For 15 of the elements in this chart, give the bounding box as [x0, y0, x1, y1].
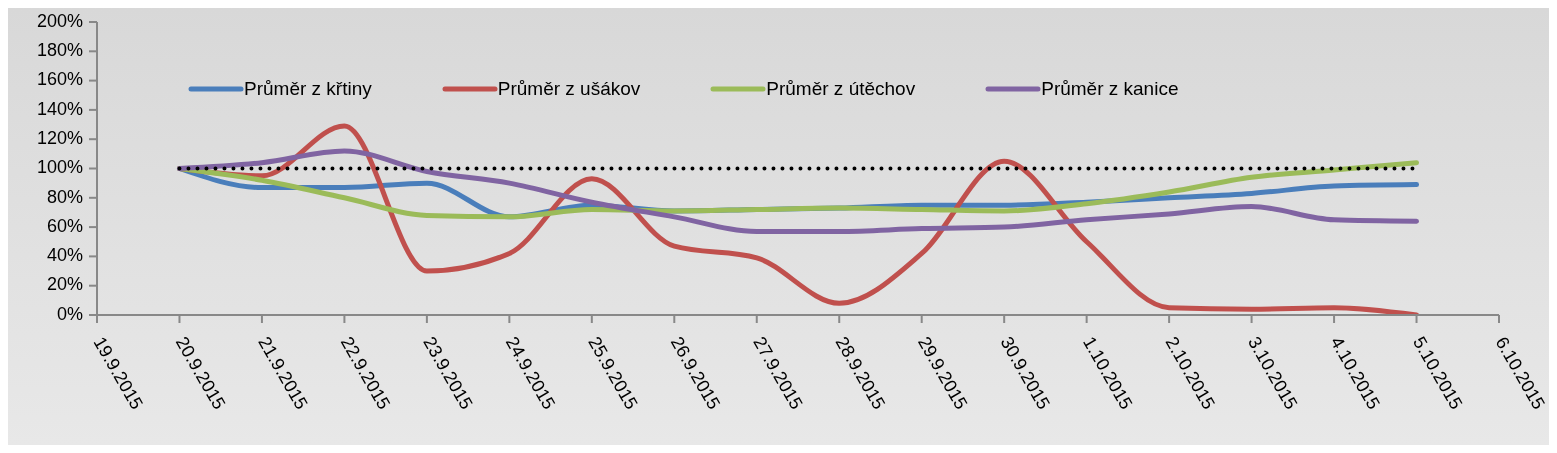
y-tick-label: 120%	[36, 127, 83, 148]
y-tick-label: 80%	[46, 186, 83, 207]
y-tick-label: 140%	[36, 98, 83, 119]
y-tick-label: 20%	[46, 274, 83, 295]
legend-label: Průměr z útěchov	[766, 78, 916, 100]
legend-label: Průměr z ušákov	[497, 78, 641, 100]
y-tick-label: 200%	[36, 10, 83, 31]
y-tick-label: 0%	[56, 303, 83, 324]
legend-label: Průměr z kanice	[1041, 78, 1179, 100]
y-tick-label: 40%	[46, 245, 83, 266]
legend-label: Průměr z křtiny	[244, 78, 372, 100]
y-tick-label: 100%	[36, 157, 83, 178]
y-tick-label: 160%	[36, 69, 83, 90]
y-tick-label: 60%	[46, 215, 83, 236]
y-tick-label: 180%	[36, 40, 83, 61]
